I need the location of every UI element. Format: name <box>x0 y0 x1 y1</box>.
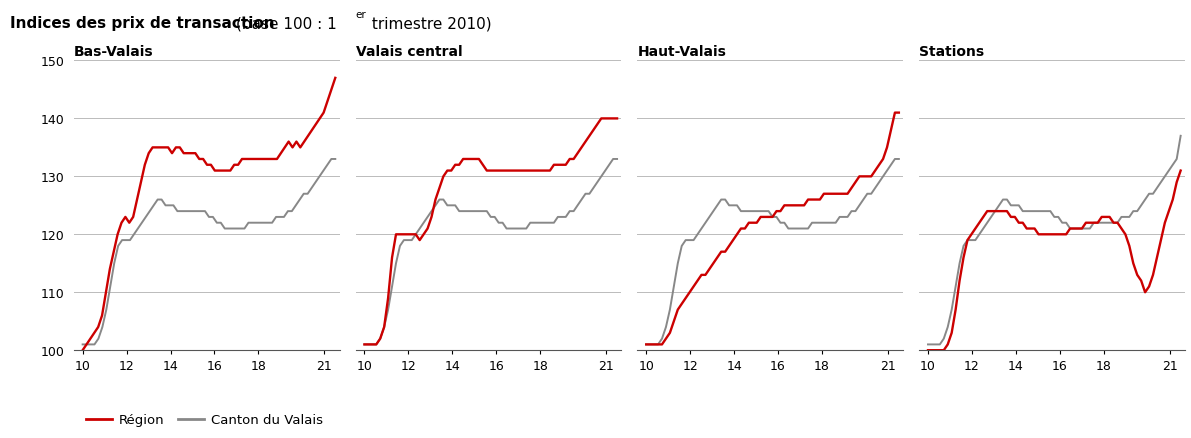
Text: trimestre 2010): trimestre 2010) <box>367 16 492 31</box>
Text: Indices des prix de transaction: Indices des prix de transaction <box>10 16 274 31</box>
Text: Haut-Valais: Haut-Valais <box>637 45 727 59</box>
Text: Stations: Stations <box>919 45 984 59</box>
Legend: Région, Canton du Valais: Région, Canton du Valais <box>81 408 328 431</box>
Text: Valais central: Valais central <box>356 45 462 59</box>
Text: (base 100 : 1: (base 100 : 1 <box>236 16 337 31</box>
Text: er: er <box>355 10 366 20</box>
Text: Bas-Valais: Bas-Valais <box>74 45 154 59</box>
